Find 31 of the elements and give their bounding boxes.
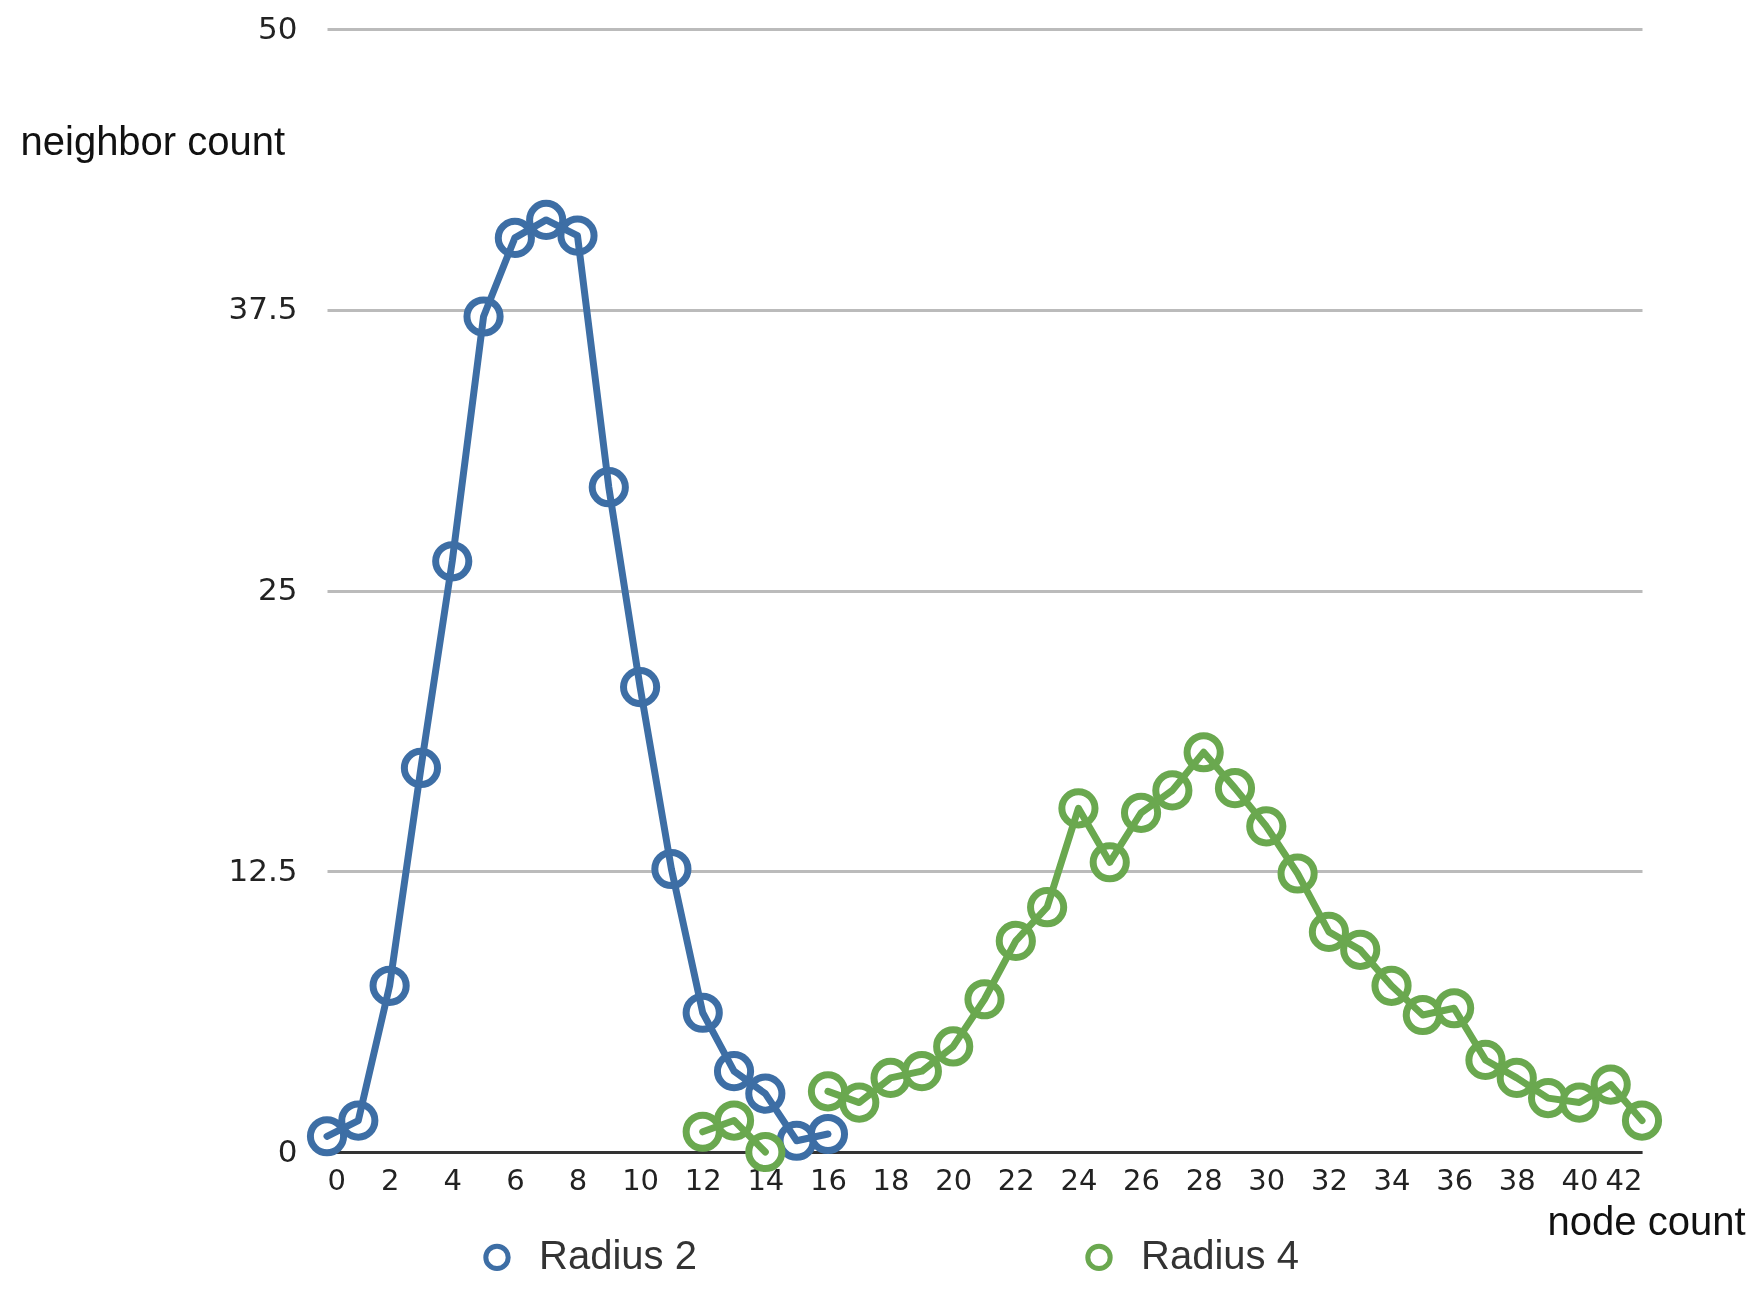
x-tick-label: 22 [997,1162,1035,1197]
y-tick-label: 25 [258,571,298,607]
y-tick-label: 50 [258,9,298,46]
x-tick-label: 24 [1060,1162,1098,1197]
x-tick-label: 40 [1561,1162,1599,1197]
x-tick-label: 18 [872,1162,910,1197]
x-tick-label: 6 [506,1162,525,1197]
x-tick-label: 12 [684,1162,722,1197]
x-tick-label: 42 [1605,1162,1643,1197]
y-tick-label: 37.5 [228,290,298,327]
y-tick-label: 12.5 [228,851,298,888]
legend-label: Radius 2 [539,1233,697,1278]
x-tick-label: 20 [935,1162,973,1197]
x-tick-label: 4 [443,1162,462,1197]
x-tick-label: 34 [1373,1162,1411,1197]
x-tick-label: 30 [1248,1162,1286,1197]
y-axis-title: neighbor count [20,118,286,163]
x-tick-label: 0 [327,1162,346,1197]
x-tick-label: 10 [622,1162,660,1197]
x-tick-label: 16 [810,1162,847,1197]
x-tick-label: 38 [1498,1162,1536,1197]
x-axis-title: node count [1547,1198,1746,1243]
legend-label: Radius 4 [1141,1233,1299,1278]
x-tick-label: 32 [1310,1162,1348,1197]
y-tick-label: 0 [277,1132,298,1169]
x-tick-label: 28 [1185,1162,1223,1197]
x-tick-label: 8 [568,1162,588,1197]
x-tick-label: 26 [1123,1162,1160,1197]
x-tick-label: 14 [747,1162,785,1197]
x-tick-label: 2 [380,1162,400,1197]
x-tick-label: 36 [1436,1162,1474,1197]
